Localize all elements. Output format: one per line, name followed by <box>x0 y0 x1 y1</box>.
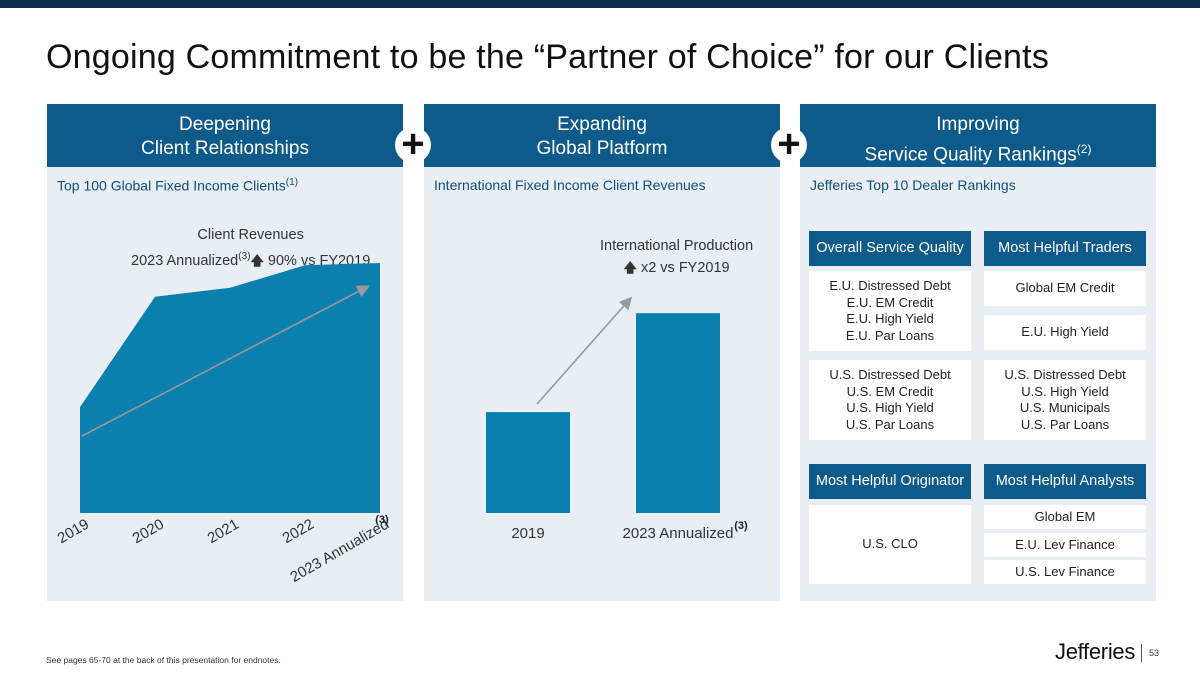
x-tick-2019: 2019 <box>55 516 92 547</box>
x-tick-2022: 2022 <box>280 516 317 547</box>
header-most-helpful-originator: Most Helpful Originator <box>809 464 971 499</box>
panel-service-quality: Improving Service Quality Rankings(2) Je… <box>800 104 1156 601</box>
traders-us-cell: U.S. Distressed Debt U.S. High Yield U.S… <box>984 360 1146 440</box>
panel1-subtitle-text: Top 100 Global Fixed Income Clients <box>57 177 286 194</box>
overall-eu-2: E.U. EM Credit <box>846 294 934 310</box>
plus-icon-2: + <box>771 124 807 164</box>
header-overall-service-quality: Overall Service Quality <box>809 231 971 266</box>
jefferies-logo: Jefferies <box>1055 639 1136 664</box>
overall-eu-4: E.U. Par Loans <box>845 327 935 343</box>
traders-cell-1: Global EM Credit <box>984 271 1146 306</box>
overall-us-4: U.S. Par Loans <box>845 416 935 432</box>
analysts-cell-3: U.S. Lev Finance <box>984 560 1146 584</box>
overall-eu-cell: E.U. Distressed Debt E.U. EM Credit E.U.… <box>809 271 971 351</box>
page-title: Ongoing Commitment to be the “Partner of… <box>46 38 1050 76</box>
area-series <box>80 263 380 513</box>
panel2-annotation: International Production 🡅 x2 vs FY2019 <box>600 235 753 280</box>
originator-1: U.S. CLO <box>862 536 918 552</box>
panel1-subtitle-note: (1) <box>285 177 299 188</box>
panel2-annot-post: x2 vs FY2019 <box>636 260 730 276</box>
growth-arrow <box>536 296 633 405</box>
traders-us-3: U.S. Municipals <box>1019 400 1111 415</box>
panel1-annot-note: (3) <box>238 251 251 262</box>
panel2-header-line2: Global Platform <box>536 138 668 159</box>
header-most-helpful-traders: Most Helpful Traders <box>984 231 1146 266</box>
arrow-up-icon: 🡅 <box>623 261 637 276</box>
analysts-2: E.U. Lev Finance <box>1015 536 1115 552</box>
panel3-header: Improving Service Quality Rankings(2) <box>800 104 1156 167</box>
x-tick-2019: 2019 <box>511 525 544 542</box>
x-tick-2023-annualized: 2023 Annualized <box>623 525 734 542</box>
arrow-up-icon: 🡅 <box>250 253 264 269</box>
panel2-annot-line2: 🡅 x2 vs FY2019 <box>600 257 753 280</box>
panel1-annotation: Client Revenues 2023 Annualized(3)🡅 90% … <box>131 224 370 273</box>
panel1-annot-line1: Client Revenues <box>197 227 304 243</box>
panel1-header-line1: Deepening <box>179 114 271 135</box>
panel2-subtitle: International Fixed Income Client Revenu… <box>434 177 706 193</box>
panel2-annot-line1: International Production <box>600 238 754 254</box>
overall-us-3: U.S. High Yield <box>846 400 934 415</box>
panel1-header: Deepening Client Relationships <box>47 104 403 167</box>
panel-client-relationships: Deepening Client Relationships Top 100 G… <box>47 104 403 601</box>
x-tick-2021: 2021 <box>205 516 242 547</box>
panel3-header-line2-text: Service Quality Rankings <box>864 144 1077 166</box>
panel1-header-line2: Client Relationships <box>141 138 309 159</box>
panel3-header-line1: Improving <box>936 114 1020 135</box>
overall-eu-1: E.U. Distressed Debt <box>829 278 951 293</box>
overall-eu-3: E.U. High Yield <box>846 311 934 326</box>
traders-1: Global EM Credit <box>1015 280 1115 296</box>
panel1-subtitle: Top 100 Global Fixed Income Clients(1) <box>57 177 298 194</box>
overall-us-cell: U.S. Distressed Debt U.S. EM Credit U.S.… <box>809 360 971 440</box>
analysts-cell-2: E.U. Lev Finance <box>984 533 1146 557</box>
panel2-header-line1: Expanding <box>557 114 647 135</box>
traders-us-1: U.S. Distressed Debt <box>1004 367 1126 382</box>
trend-arrow <box>81 285 370 437</box>
analysts-3: U.S. Lev Finance <box>1015 563 1115 579</box>
traders-cell-2: E.U. High Yield <box>984 315 1146 350</box>
x-tick-note: (3) <box>375 514 389 526</box>
panel3-header-note: (2) <box>1076 142 1092 156</box>
top-bar <box>0 0 1200 8</box>
panel2-header: Expanding Global Platform <box>424 104 780 167</box>
x-tick-note: (3) <box>734 520 748 532</box>
traders-us-4: U.S. Par Loans <box>1020 416 1110 432</box>
panel3-subtitle: Jefferies Top 10 Dealer Rankings <box>810 177 1016 193</box>
international-production-chart: 2019 2023 Annualized (3) <box>486 296 748 542</box>
panel1-annot-line2: 2023 Annualized(3)🡅 90% vs FY2019 <box>131 246 370 273</box>
analysts-1: Global EM <box>1034 508 1096 524</box>
header-most-helpful-analysts: Most Helpful Analysts <box>984 464 1146 499</box>
panel1-annot-pre: 2023 Annualized <box>131 252 239 269</box>
originator-cell: U.S. CLO <box>809 505 971 584</box>
panel-global-platform: Expanding Global Platform International … <box>424 104 780 601</box>
bar-2023-annualized <box>636 313 720 513</box>
overall-us-1: U.S. Distressed Debt <box>829 367 951 382</box>
page-number: 53 <box>1141 644 1159 662</box>
plus-icon-1: + <box>395 124 431 164</box>
traders-2: E.U. High Yield <box>1021 324 1109 340</box>
analysts-cell-1: Global EM <box>984 505 1146 529</box>
panel3-header-line2: Service Quality Rankings(2) <box>800 137 1156 167</box>
bar-2019 <box>486 412 570 513</box>
x-tick-2020: 2020 <box>130 516 167 547</box>
footnote: See pages 65-70 at the back of this pres… <box>46 655 281 665</box>
overall-us-2: U.S. EM Credit <box>846 383 934 399</box>
traders-us-2: U.S. High Yield <box>1021 383 1109 399</box>
